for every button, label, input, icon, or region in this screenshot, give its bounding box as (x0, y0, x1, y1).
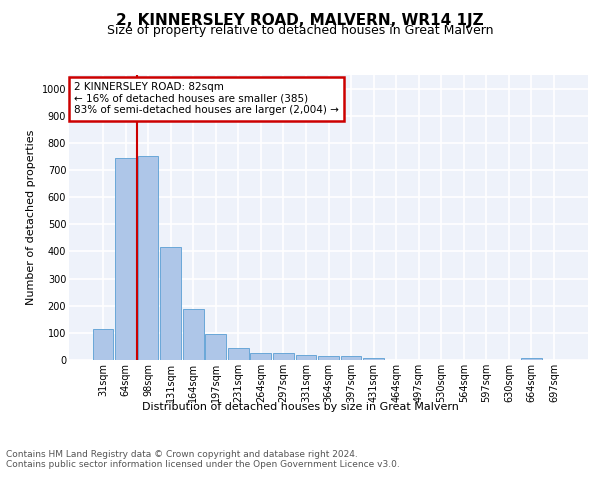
Text: 2, KINNERSLEY ROAD, MALVERN, WR14 1JZ: 2, KINNERSLEY ROAD, MALVERN, WR14 1JZ (116, 12, 484, 28)
Text: Contains HM Land Registry data © Crown copyright and database right 2024.
Contai: Contains HM Land Registry data © Crown c… (6, 450, 400, 469)
Bar (363, 358, 384, 360)
Bar (183, 309, 203, 360)
Bar (296, 356, 316, 360)
Bar (521, 358, 542, 360)
Text: 2 KINNERSLEY ROAD: 82sqm
← 16% of detached houses are smaller (385)
83% of semi-: 2 KINNERSLEY ROAD: 82sqm ← 16% of detach… (74, 82, 339, 116)
Text: Size of property relative to detached houses in Great Malvern: Size of property relative to detached ho… (107, 24, 493, 37)
Y-axis label: Number of detached properties: Number of detached properties (26, 130, 36, 305)
Bar (92, 330, 113, 360)
Bar (137, 156, 158, 360)
Bar (273, 354, 294, 360)
Bar (205, 334, 226, 360)
Text: Distribution of detached houses by size in Great Malvern: Distribution of detached houses by size … (142, 402, 458, 412)
Bar (228, 348, 248, 360)
Bar (341, 356, 361, 360)
Bar (318, 356, 339, 360)
Bar (250, 354, 271, 360)
Bar (160, 246, 181, 360)
Bar (115, 158, 136, 360)
